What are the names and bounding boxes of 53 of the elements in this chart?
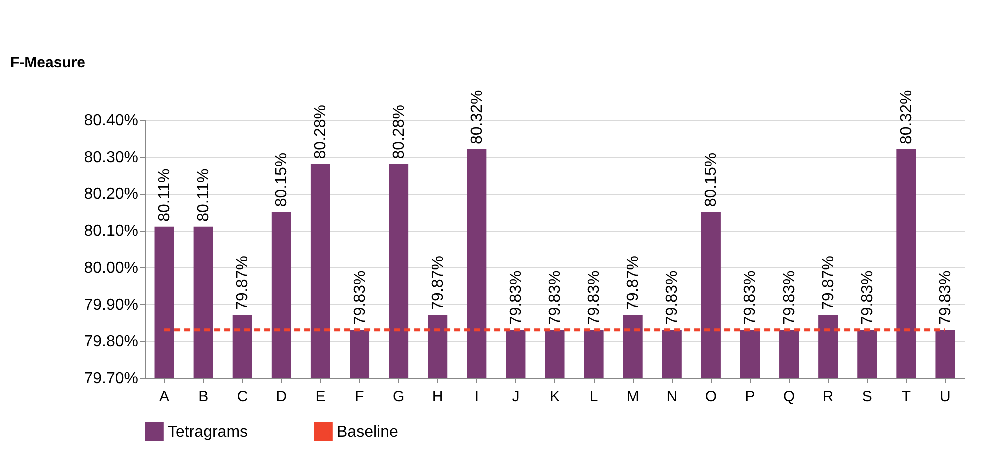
x-tick-label: K — [550, 388, 560, 406]
y-tick-label: 80.00% — [84, 260, 138, 277]
data-label: 79.83% — [937, 270, 954, 326]
data-label: 79.83% — [859, 270, 876, 326]
x-tick-label: P — [745, 388, 756, 406]
y-tick-label: 79.80% — [84, 334, 138, 351]
x-tick-label: U — [940, 388, 951, 406]
data-label: 80.28% — [312, 104, 330, 160]
y-tick-label: 80.40% — [84, 112, 138, 130]
data-label: 80.11% — [196, 168, 213, 222]
legend-label: Tetragrams — [168, 424, 248, 441]
x-tick-label: H — [432, 388, 444, 406]
data-label: 79.87% — [234, 256, 252, 310]
data-label: 79.83% — [586, 270, 604, 326]
x-tick-label: A — [160, 388, 170, 406]
x-tick-label: O — [705, 388, 718, 406]
x-tick-label: S — [862, 388, 872, 406]
legend-label: Baseline — [337, 424, 398, 441]
x-tick-label: G — [392, 388, 405, 406]
y-tick-label: 80.30% — [84, 149, 138, 166]
y-tick-label: 79.90% — [84, 296, 138, 314]
data-label: 79.87% — [625, 256, 642, 310]
data-label: 80.28% — [390, 104, 408, 160]
x-tick-label: Q — [783, 388, 796, 406]
data-label: 79.87% — [430, 256, 447, 310]
x-tick-label: M — [626, 388, 640, 406]
y-tick-label: 80.10% — [84, 223, 138, 240]
data-label: 79.87% — [820, 256, 838, 310]
y-tick-label: 80.20% — [84, 186, 138, 204]
y-tick-label: 79.70% — [84, 370, 138, 388]
x-tick-label: B — [198, 388, 209, 406]
x-tick-label: C — [237, 388, 248, 406]
data-label: 79.83% — [352, 270, 369, 326]
x-tick-label: F — [355, 388, 364, 406]
data-label: 80.15% — [274, 152, 291, 208]
data-label: 79.83% — [508, 270, 525, 326]
x-tick-label: L — [590, 388, 598, 406]
x-tick-label: N — [666, 388, 678, 406]
y-axis-title: F-Measure — [10, 54, 86, 72]
x-tick-label: E — [316, 388, 326, 406]
x-tick-label: D — [276, 388, 288, 406]
x-tick-label: R — [822, 388, 834, 406]
data-label: 79.83% — [664, 270, 682, 326]
x-tick-label: I — [474, 388, 479, 406]
data-label: 79.83% — [547, 270, 564, 326]
data-label: 80.32% — [898, 90, 916, 144]
data-label: 80.15% — [703, 152, 720, 208]
data-label: 79.83% — [742, 270, 760, 326]
x-tick-label: T — [902, 388, 912, 406]
data-label: 80.32% — [468, 90, 486, 144]
data-label: 80.11% — [156, 168, 174, 222]
data-label: 79.83% — [781, 270, 798, 326]
x-tick-label: J — [512, 388, 520, 406]
